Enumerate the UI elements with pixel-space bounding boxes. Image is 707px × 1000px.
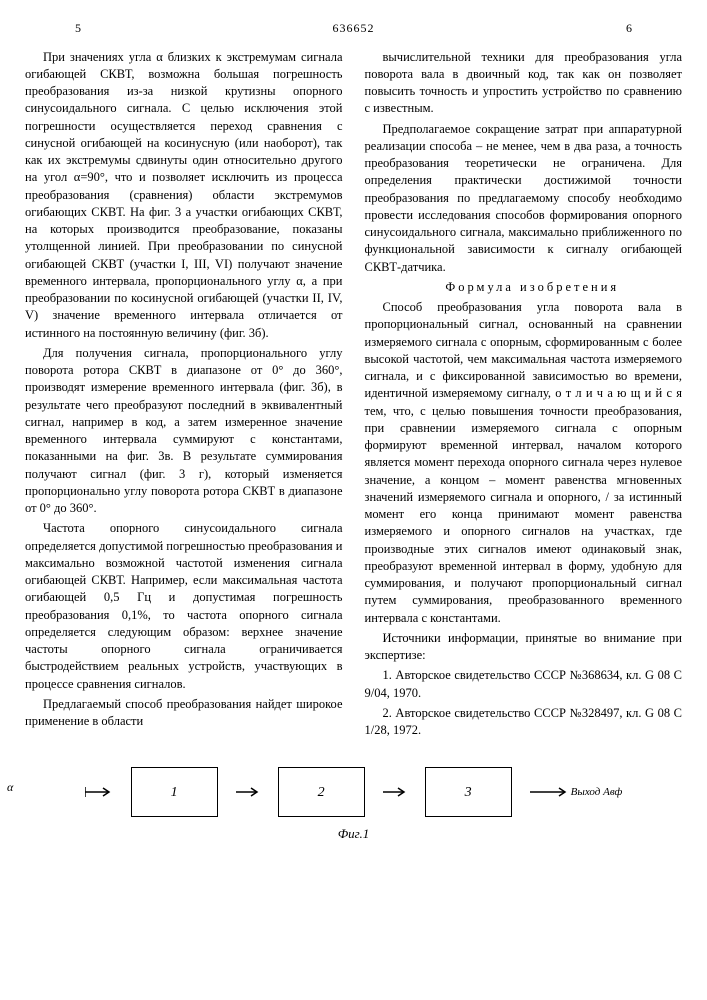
block-3: 3: [425, 767, 512, 817]
source-item: 1. Авторское свидетельство СССР №368634,…: [365, 667, 683, 702]
block-1: 1: [131, 767, 218, 817]
text-columns: При значениях угла α близких к экстремум…: [25, 49, 682, 743]
block-label: 2: [318, 783, 325, 802]
block-label: 3: [465, 783, 472, 802]
body-paragraph: Частота опорного синусоидального сигнала…: [25, 520, 343, 693]
claim-paragraph: Способ преобразования угла поворота вала…: [365, 299, 683, 627]
page-header: 5 636652 6: [25, 20, 682, 37]
arrow-icon: [383, 785, 407, 799]
block-label: 1: [171, 783, 178, 802]
left-column: При значениях угла α близких к экстремум…: [25, 49, 343, 743]
source-item: 2. Авторское свидетельство СССР №328497,…: [365, 705, 683, 740]
body-paragraph: При значениях угла α близких к экстремум…: [25, 49, 343, 342]
output-label: Выход Aвф: [571, 785, 623, 800]
body-paragraph: Предлагаемый способ преобразования найде…: [25, 696, 343, 731]
body-paragraph: вычислительной техники для преобразовани…: [365, 49, 683, 118]
alpha-input-label: α: [7, 779, 13, 796]
figure-1: α 1 2 3 Выход Aвф: [25, 767, 682, 817]
page-right: 6: [626, 20, 632, 37]
block-diagram: α 1 2 3 Выход Aвф: [85, 767, 623, 817]
arrow-icon: [236, 785, 260, 799]
block-2: 2: [278, 767, 365, 817]
output-arrow-icon: [530, 785, 568, 799]
figure-caption: Фиг.1: [25, 825, 682, 843]
sources-title: Источники информации, принятые во вниман…: [365, 630, 683, 665]
document-number: 636652: [81, 20, 626, 37]
body-paragraph: Для получения сигнала, пропорционального…: [25, 345, 343, 518]
right-column: вычислительной техники для преобразовани…: [365, 49, 683, 743]
input-arrow-icon: [85, 785, 113, 799]
formula-title: Формула изобретения: [365, 279, 683, 296]
body-paragraph: Предполагаемое сокращение затрат при апп…: [365, 121, 683, 276]
